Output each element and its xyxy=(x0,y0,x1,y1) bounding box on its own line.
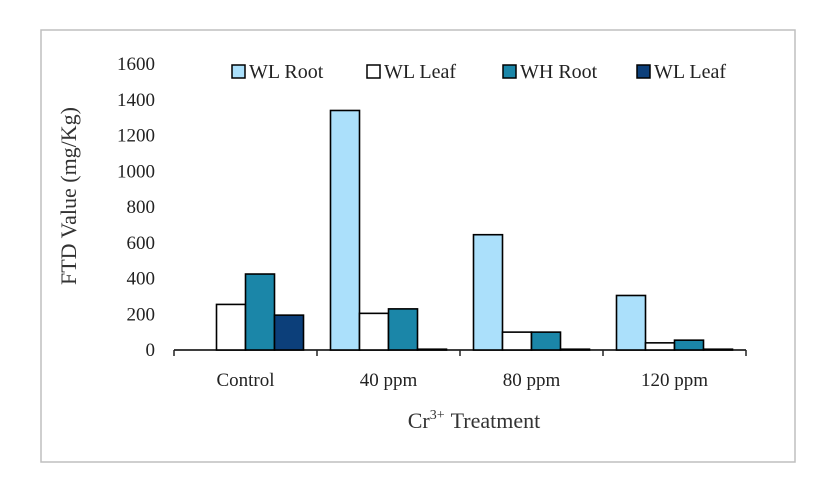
x-tick-label: 120 ppm xyxy=(641,370,708,391)
x-axis-title-main: Treatment xyxy=(451,408,541,433)
bar xyxy=(615,294,647,351)
bar xyxy=(702,348,734,351)
bar xyxy=(387,308,419,351)
x-tick-label: 40 ppm xyxy=(360,370,418,391)
bar xyxy=(416,348,448,351)
y-tick-label: 400 xyxy=(127,269,156,290)
legend-swatch xyxy=(502,64,517,79)
legend: WL Root WL Leaf WH Root WL Leaf xyxy=(231,61,726,83)
x-tick-label: 80 ppm xyxy=(503,370,561,391)
bar xyxy=(244,273,276,351)
y-tick-label: 1000 xyxy=(117,161,155,182)
legend-label: WH Root xyxy=(520,61,598,83)
y-tick-label: 1200 xyxy=(117,126,155,147)
bar xyxy=(559,348,591,351)
x-axis-labels: Control 40 ppm 80 ppm 120 ppm xyxy=(216,370,708,391)
y-tick-label: 800 xyxy=(127,197,156,218)
y-axis-title: FTD Value (mg/Kg) xyxy=(56,107,81,285)
bar xyxy=(273,314,305,351)
bar xyxy=(358,312,390,351)
bar xyxy=(530,331,562,351)
x-axis-ticks xyxy=(173,350,747,356)
bar xyxy=(673,339,705,351)
y-tick-label: 1400 xyxy=(117,90,155,111)
bar xyxy=(329,109,361,351)
x-axis-title-superscript: 3+ xyxy=(430,408,445,423)
bar xyxy=(644,342,676,351)
bar xyxy=(215,303,247,351)
bar xyxy=(501,331,533,351)
y-tick-label: 1600 xyxy=(117,54,155,75)
x-axis-title: Cr3+ Treatment xyxy=(408,408,541,433)
legend-swatch xyxy=(231,64,246,79)
legend-label: WL Leaf xyxy=(654,61,726,83)
x-axis-title-species: Cr xyxy=(408,408,431,433)
y-tick-label: 600 xyxy=(127,233,156,254)
chart-frame xyxy=(40,29,796,463)
legend-label: WL Leaf xyxy=(384,61,456,83)
bar xyxy=(472,233,504,351)
y-tick-label: 200 xyxy=(127,304,156,325)
bars xyxy=(215,109,734,351)
legend-swatch xyxy=(636,64,651,79)
legend-swatch xyxy=(366,64,381,79)
y-axis-ticks: 0 200 400 600 800 1000 1200 1400 1600 xyxy=(117,54,155,361)
legend-label: WL Root xyxy=(249,61,324,83)
x-tick-label: Control xyxy=(216,370,274,391)
y-tick-label: 0 xyxy=(146,340,156,361)
